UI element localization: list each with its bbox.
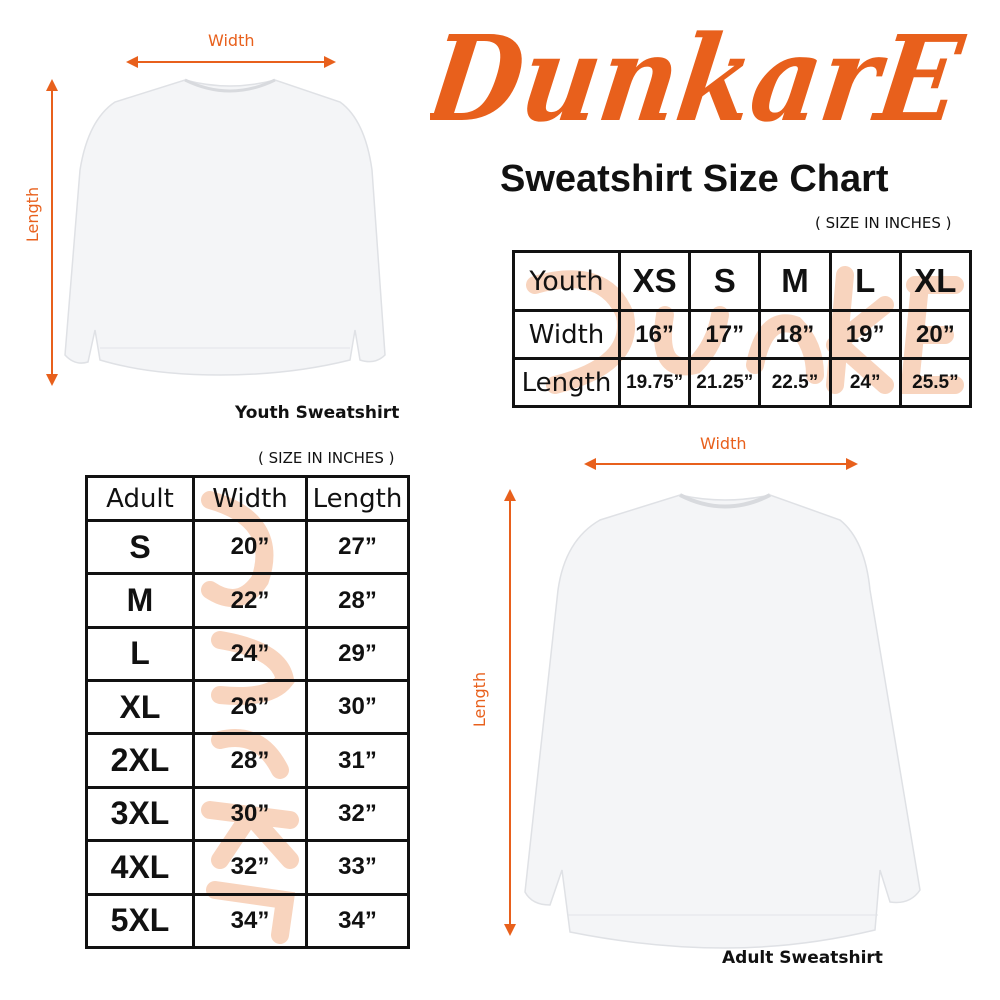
size-xs: XS: [617, 249, 692, 313]
size-xl: XL: [898, 249, 973, 313]
adult-width-label: Width: [700, 434, 747, 453]
table-cell: 24”: [192, 625, 308, 683]
table-row: L 24” 29”: [85, 625, 410, 683]
youth-caption: Youth Sweatshirt: [235, 403, 400, 423]
table-cell: 32”: [192, 839, 308, 896]
table-row: 3XL 30” 32”: [85, 785, 410, 843]
brand-logo: DunkarE: [430, 10, 971, 148]
adult-length-label: Length: [470, 671, 490, 728]
table-cell: 16”: [617, 309, 692, 361]
table-row: Length 19.75” 21.25” 22.5” 24” 25.5”: [512, 357, 973, 408]
table-cell: 32”: [305, 785, 410, 843]
youth-length-label: Length: [23, 186, 43, 243]
table-cell: 26”: [192, 679, 308, 736]
table-cell: 19.75”: [617, 357, 692, 408]
size-label: 2XL: [85, 732, 195, 789]
table-cell: 27”: [305, 519, 410, 576]
page-title: Sweatshirt Size Chart: [500, 158, 889, 200]
width-header: Width: [192, 474, 308, 523]
adult-units-note: ( SIZE IN INCHES ): [258, 449, 395, 467]
table-cell: 19”: [828, 309, 902, 361]
table-cell: 17”: [688, 309, 762, 361]
adult-sweatshirt-diagram: [504, 458, 921, 949]
length-header: Length: [305, 474, 410, 523]
table-row: Youth XS S M L XL: [512, 249, 973, 313]
table-row: XL 26” 30”: [85, 679, 410, 736]
youth-units-note: ( SIZE IN INCHES ): [815, 214, 952, 232]
table-row: 4XL 32” 33”: [85, 839, 410, 896]
youth-width-label: Width: [208, 31, 255, 50]
size-label: 5XL: [85, 892, 195, 950]
table-cell: 20”: [898, 309, 973, 361]
size-label: 3XL: [85, 785, 195, 843]
youth-size-table: Youth XS S M L XL Width 16” 17” 18” 19” …: [512, 249, 973, 408]
size-label: L: [85, 625, 195, 683]
table-cell: 18”: [758, 309, 832, 361]
table-cell: 31”: [305, 732, 410, 789]
table-row: Adult Width Length: [85, 474, 410, 523]
table-cell: 34”: [192, 892, 308, 950]
table-cell: 25.5”: [898, 357, 973, 408]
table-cell: 22”: [192, 572, 308, 629]
size-label: 4XL: [85, 839, 195, 896]
table-cell: 30”: [305, 679, 410, 736]
size-label: S: [85, 519, 195, 576]
row-label: Width: [512, 309, 621, 361]
table-cell: 28”: [192, 732, 308, 789]
table-cell: 29”: [305, 625, 410, 683]
youth-sweatshirt-diagram: [46, 56, 386, 386]
adult-header-label: Adult: [85, 474, 195, 523]
table-cell: 21.25”: [688, 357, 762, 408]
table-cell: 33”: [305, 839, 410, 896]
youth-header-label: Youth: [512, 249, 621, 313]
row-label: Length: [512, 357, 621, 408]
table-cell: 24”: [828, 357, 902, 408]
table-cell: 20”: [192, 519, 308, 576]
table-cell: 30”: [192, 785, 308, 843]
table-row: 2XL 28” 31”: [85, 732, 410, 789]
table-row: 5XL 34” 34”: [85, 892, 410, 950]
brand-logo-text: DunkarE: [430, 10, 971, 148]
table-cell: 28”: [305, 572, 410, 629]
table-cell: 34”: [305, 892, 410, 950]
size-label: M: [85, 572, 195, 629]
size-label: XL: [85, 679, 195, 736]
table-cell: 22.5”: [758, 357, 832, 408]
table-row: M 22” 28”: [85, 572, 410, 629]
size-l: L: [828, 249, 902, 313]
adult-caption: Adult Sweatshirt: [722, 948, 883, 968]
table-row: S 20” 27”: [85, 519, 410, 576]
adult-size-table: Adult Width Length S 20” 27” M 22” 28” L 24” 29”…: [85, 474, 410, 950]
table-row: Width 16” 17” 18” 19” 20”: [512, 309, 973, 361]
size-m: M: [758, 249, 832, 313]
size-s: S: [688, 249, 762, 313]
